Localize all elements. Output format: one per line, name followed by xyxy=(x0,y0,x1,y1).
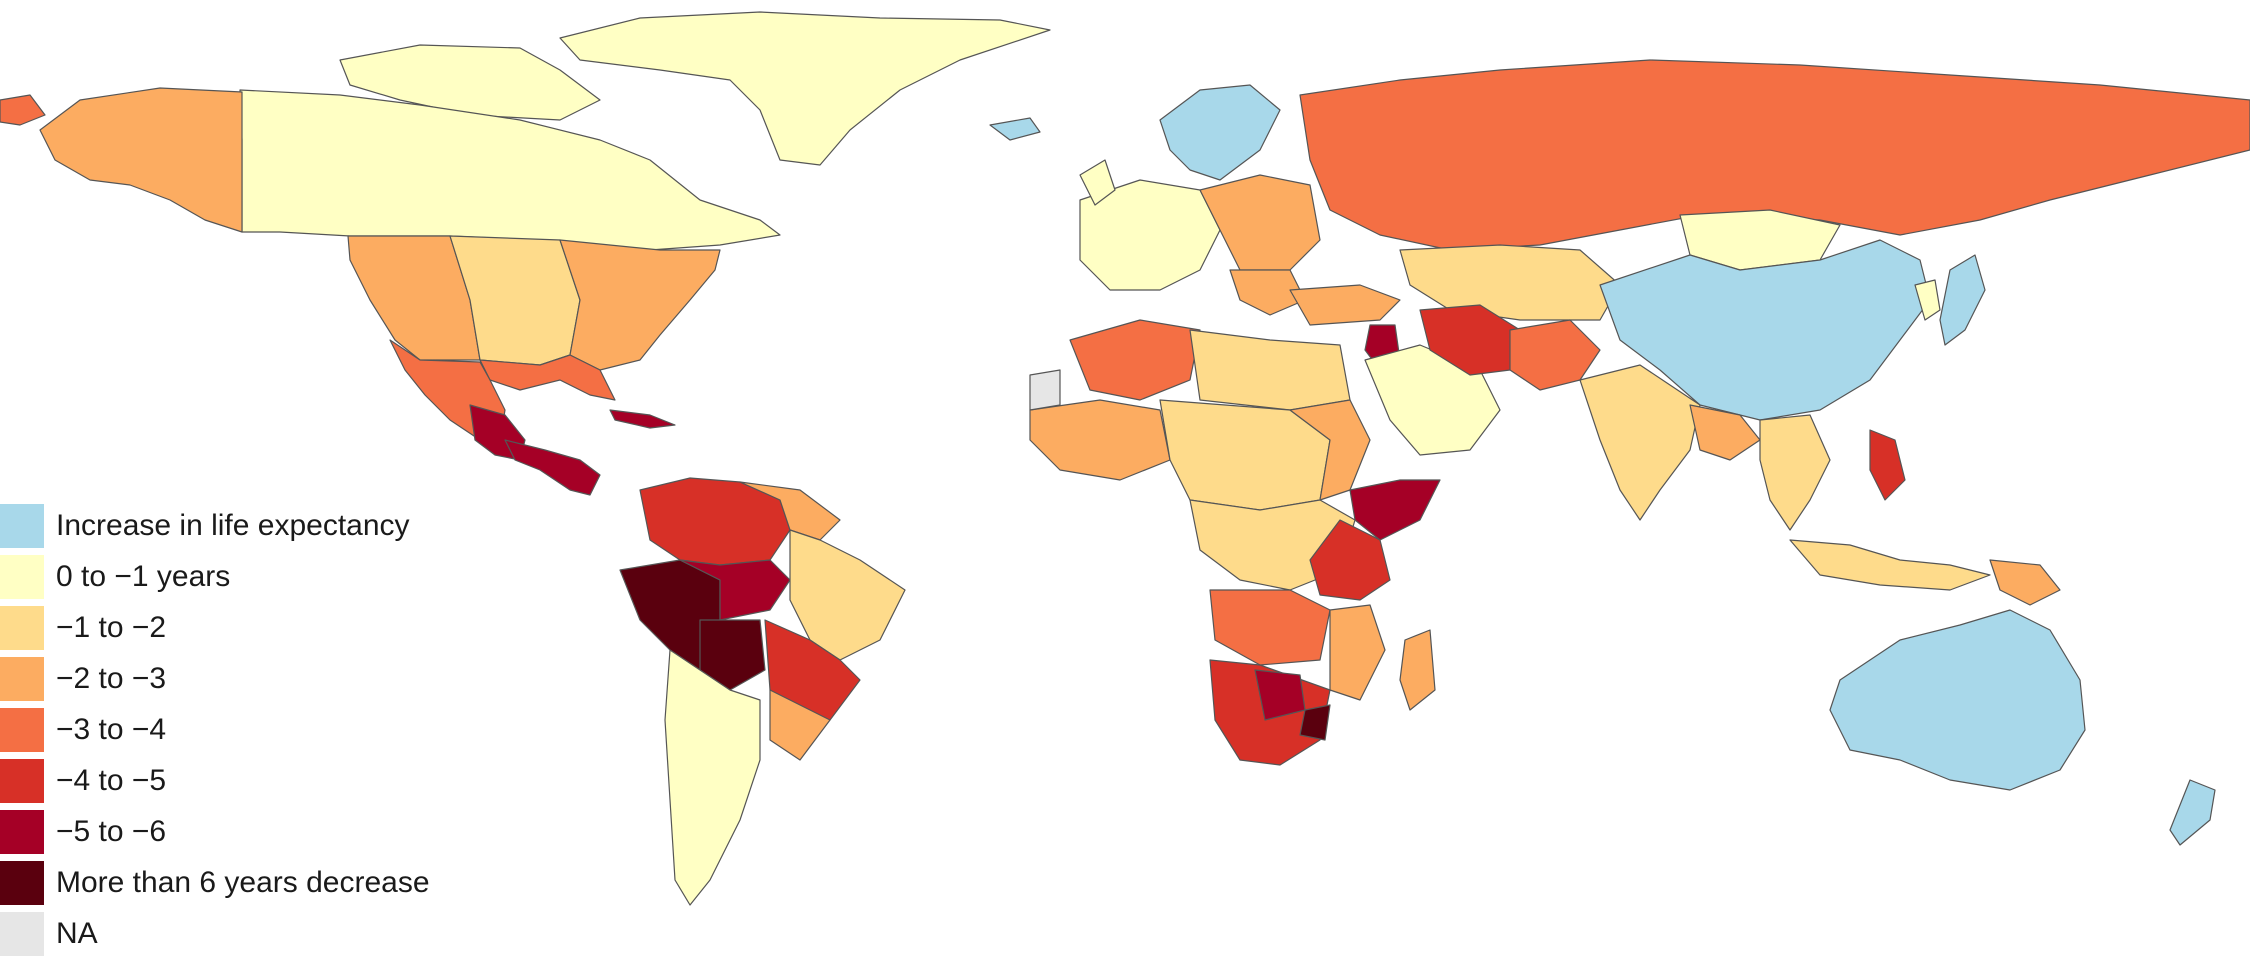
region-central-america xyxy=(504,439,601,496)
legend-item-6-plus: More than 6 years decrease xyxy=(0,857,520,908)
region-canada xyxy=(239,89,781,256)
region-japan xyxy=(1939,254,1986,346)
region-uruguay-sbrazil xyxy=(769,689,831,761)
region-korea xyxy=(1914,279,1941,321)
region-eswatini xyxy=(1299,704,1331,741)
legend-label: −5 to −6 xyxy=(56,814,167,848)
region-south-asia-east xyxy=(1689,404,1761,461)
legend-item-na: NA xyxy=(0,908,520,959)
legend-item-0-to-1: 0 to −1 years xyxy=(0,551,520,602)
region-bolivia xyxy=(699,619,766,691)
legend-item-1-to-2: −1 to −2 xyxy=(0,602,520,653)
region-png xyxy=(1989,559,2061,606)
region-north-africa xyxy=(1189,329,1351,411)
region-india xyxy=(1579,364,1701,521)
region-east-africa xyxy=(1309,519,1391,601)
legend-label: −1 to −2 xyxy=(56,610,167,644)
legend-label: −3 to −4 xyxy=(56,712,167,746)
region-angola-zambia xyxy=(1209,589,1331,666)
legend-swatch xyxy=(0,656,44,701)
region-indonesia xyxy=(1789,539,1991,591)
region-brazil-north xyxy=(679,559,791,621)
legend-item-increase: Increase in life expectancy xyxy=(0,500,520,551)
legend-swatch xyxy=(0,860,44,905)
legend-swatch xyxy=(0,758,44,803)
region-maghreb xyxy=(1069,319,1201,401)
legend-swatch xyxy=(0,605,44,650)
region-cuba xyxy=(609,409,676,429)
region-chukotka-west xyxy=(0,94,46,126)
region-central-asia xyxy=(1399,244,1621,321)
legend-swatch xyxy=(0,707,44,752)
region-eastern-europe xyxy=(1199,174,1321,271)
region-scandinavia xyxy=(1159,84,1281,181)
legend-swatch xyxy=(0,503,44,548)
region-russia xyxy=(1299,59,2250,251)
legend-item-3-to-4: −3 to −4 xyxy=(0,704,520,755)
region-western-europe xyxy=(1079,179,1221,291)
legend-swatch xyxy=(0,911,44,956)
legend-item-4-to-5: −4 to −5 xyxy=(0,755,520,806)
region-southern-cone xyxy=(664,649,761,906)
map-legend: Increase in life expectancy 0 to −1 year… xyxy=(0,500,520,959)
legend-label: More than 6 years decrease xyxy=(56,865,430,899)
region-china xyxy=(1599,239,1931,421)
region-sa-north xyxy=(639,477,791,566)
region-southeast-asia xyxy=(1759,414,1831,531)
region-madagascar xyxy=(1399,629,1436,711)
region-new-zealand xyxy=(2169,779,2216,846)
region-alaska xyxy=(39,87,243,233)
legend-label: NA xyxy=(56,916,98,950)
legend-label: −2 to −3 xyxy=(56,661,167,695)
region-australia xyxy=(1829,609,2086,791)
region-uk xyxy=(1079,159,1116,206)
region-turkey xyxy=(1289,284,1401,326)
legend-label: 0 to −1 years xyxy=(56,559,231,593)
region-mozambique xyxy=(1329,604,1386,701)
legend-item-5-to-6: −5 to −6 xyxy=(0,806,520,857)
region-greenland xyxy=(559,11,1051,166)
region-iceland xyxy=(989,117,1041,141)
legend-label: −4 to −5 xyxy=(56,763,167,797)
region-usa-east xyxy=(559,239,721,371)
legend-label: Increase in life expectancy xyxy=(56,508,410,542)
region-arctic-islands xyxy=(339,44,601,121)
region-sahel-west xyxy=(1029,399,1171,481)
legend-swatch xyxy=(0,809,44,854)
legend-item-2-to-3: −2 to −3 xyxy=(0,653,520,704)
legend-swatch xyxy=(0,554,44,599)
region-usa-south xyxy=(479,354,616,401)
region-horn xyxy=(1349,479,1441,541)
region-brazil-east xyxy=(789,529,906,661)
region-balkans xyxy=(1229,269,1306,316)
region-philippines xyxy=(1869,429,1906,501)
region-western-sahara xyxy=(1029,369,1061,411)
